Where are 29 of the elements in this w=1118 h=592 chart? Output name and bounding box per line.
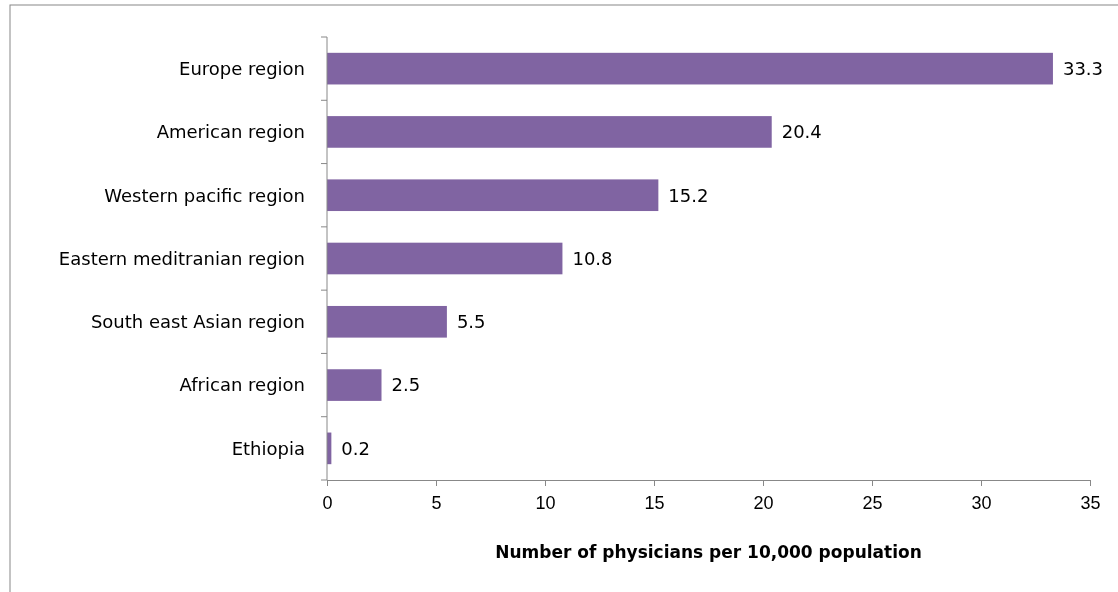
y-tick-label: African region [179,374,305,396]
x-tick-label: 0 [322,492,333,513]
data-label: 10.8 [572,247,613,269]
x-tick-label: 35 [1080,492,1101,513]
bar [327,116,772,148]
bar [327,369,382,401]
y-tick-label: Ethiopia [231,437,305,459]
data-label: 0.2 [341,437,370,459]
bar [327,52,1053,85]
bar [327,242,563,275]
x-tick-label: 15 [644,492,665,513]
data-label: 15.2 [668,184,709,206]
y-tick-label: Western pacific region [104,184,305,206]
data-label: 20.4 [781,121,822,143]
data-label: 2.5 [391,374,421,396]
y-tick-label: South east Asian region [90,311,305,333]
bar [327,305,447,338]
x-axis-title: Number of physicians per 10,000 population [495,542,922,562]
x-tick-label: 30 [971,492,992,513]
data-label: 5.5 [456,311,486,333]
y-tick-label: Eastern meditranian region [58,247,305,269]
x-tick-label: 25 [862,492,883,513]
data-label: 33.3 [1062,57,1104,79]
y-tick-label: Europe region [179,57,305,79]
y-tick-label: American region [156,121,305,143]
bar [327,179,659,212]
x-tick-label: 10 [535,492,556,513]
x-tick-label: 5 [431,492,442,513]
x-tick-label: 20 [753,492,774,513]
